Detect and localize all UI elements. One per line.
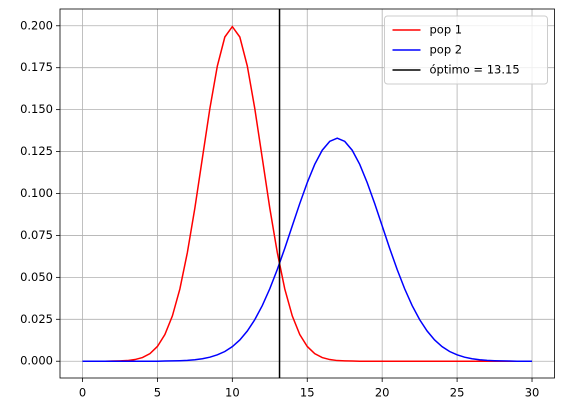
series-line: [82, 137, 533, 362]
legend: pop 1 pop 2 óptimo = 13.15: [384, 15, 548, 85]
y-tick-label: 0.025: [20, 312, 53, 326]
y-tick-label: 0.100: [20, 186, 53, 200]
legend-box: [384, 15, 548, 85]
y-tick-label: 0.075: [20, 228, 53, 242]
x-tick-label: 25: [450, 386, 465, 400]
legend-label: pop 1: [430, 23, 463, 37]
y-tick-label: 0.200: [20, 18, 53, 32]
x-tick-label: 30: [525, 386, 540, 400]
x-tick-label: 0: [79, 386, 86, 400]
x-tick-label: 10: [225, 386, 240, 400]
x-tick-label: 20: [375, 386, 390, 400]
y-tick-label: 0.150: [20, 102, 53, 116]
legend-label: pop 2: [430, 43, 463, 57]
x-tick-label: 15: [300, 386, 315, 400]
y-tick-label: 0.125: [20, 144, 53, 158]
y-tick-label: 0.175: [20, 60, 53, 74]
legend-label: óptimo = 13.15: [430, 63, 520, 77]
y-tick-label: 0.050: [20, 270, 53, 284]
y-tick-label: 0.000: [20, 354, 53, 368]
series-line: [82, 25, 533, 362]
x-tick-label: 5: [154, 386, 161, 400]
plot-frame: [59, 8, 555, 379]
